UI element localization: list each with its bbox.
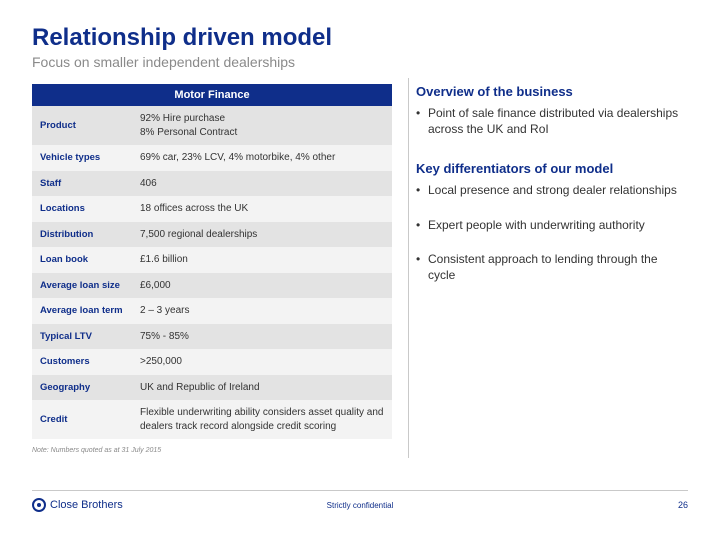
table-row: Average loan term2 – 3 years	[32, 298, 392, 324]
table-row: Product92% Hire purchase8% Personal Cont…	[32, 106, 392, 145]
row-value: Flexible underwriting ability considers …	[132, 400, 392, 439]
row-value: >250,000	[132, 349, 392, 375]
page-subtitle: Focus on smaller independent dealerships	[32, 54, 688, 70]
section-heading: Overview of the business	[416, 84, 688, 99]
table-row: Distribution7,500 regional dealerships	[32, 222, 392, 248]
table-row: GeographyUK and Republic of Ireland	[32, 375, 392, 401]
bullet-list: Point of sale finance distributed via de…	[416, 105, 688, 137]
bullet-item: Local presence and strong dealer relatio…	[416, 182, 688, 198]
table-row: CreditFlexible underwriting ability cons…	[32, 400, 392, 439]
table-header: Motor Finance	[32, 84, 392, 106]
footer-divider	[32, 490, 688, 491]
row-label: Staff	[32, 171, 132, 197]
row-label: Credit	[32, 400, 132, 439]
row-label: Customers	[32, 349, 132, 375]
row-label: Average loan size	[32, 273, 132, 299]
table-row: Customers>250,000	[32, 349, 392, 375]
bullet-list: Local presence and strong dealer relatio…	[416, 182, 688, 283]
table-row: Loan book£1.6 billion	[32, 247, 392, 273]
data-table: Product92% Hire purchase8% Personal Cont…	[32, 106, 392, 439]
row-label: Distribution	[32, 222, 132, 248]
bullet-item: Expert people with underwriting authorit…	[416, 217, 688, 233]
row-label: Locations	[32, 196, 132, 222]
table-row: Average loan size£6,000	[32, 273, 392, 299]
motor-finance-table: Motor Finance Product92% Hire purchase8%…	[32, 84, 392, 439]
section-heading: Key differentiators of our model	[416, 161, 688, 176]
company-logo: Close Brothers	[32, 498, 123, 512]
bullet-item: Point of sale finance distributed via de…	[416, 105, 688, 137]
row-label: Average loan term	[32, 298, 132, 324]
row-value: 2 – 3 years	[132, 298, 392, 324]
slide: Relationship driven model Focus on small…	[0, 0, 720, 540]
confidentiality-label: Strictly confidential	[327, 501, 394, 510]
column-divider	[408, 78, 409, 458]
left-column: Motor Finance Product92% Hire purchase8%…	[32, 84, 392, 454]
row-value: 406	[132, 171, 392, 197]
bullet-item: Consistent approach to lending through t…	[416, 251, 688, 283]
row-label: Typical LTV	[32, 324, 132, 350]
logo-icon	[32, 498, 46, 512]
footer: Close Brothers Strictly confidential 26	[32, 498, 688, 512]
row-value: 92% Hire purchase8% Personal Contract	[132, 106, 392, 145]
row-value: £1.6 billion	[132, 247, 392, 273]
row-label: Loan book	[32, 247, 132, 273]
row-value: UK and Republic of Ireland	[132, 375, 392, 401]
row-value: 69% car, 23% LCV, 4% motorbike, 4% other	[132, 145, 392, 171]
right-column: Overview of the business Point of sale fi…	[412, 84, 688, 454]
row-value: £6,000	[132, 273, 392, 299]
row-value: 75% - 85%	[132, 324, 392, 350]
row-label: Product	[32, 106, 132, 145]
row-label: Geography	[32, 375, 132, 401]
page-number: 26	[678, 500, 688, 510]
table-row: Locations18 offices across the UK	[32, 196, 392, 222]
content-columns: Motor Finance Product92% Hire purchase8%…	[32, 84, 688, 454]
row-value: 18 offices across the UK	[132, 196, 392, 222]
company-name: Close Brothers	[50, 499, 123, 511]
table-row: Typical LTV75% - 85%	[32, 324, 392, 350]
row-value: 7,500 regional dealerships	[132, 222, 392, 248]
footnote: Note: Numbers quoted as at 31 July 2015	[32, 447, 392, 454]
page-title: Relationship driven model	[32, 24, 688, 52]
table-row: Vehicle types69% car, 23% LCV, 4% motorb…	[32, 145, 392, 171]
table-row: Staff406	[32, 171, 392, 197]
row-label: Vehicle types	[32, 145, 132, 171]
